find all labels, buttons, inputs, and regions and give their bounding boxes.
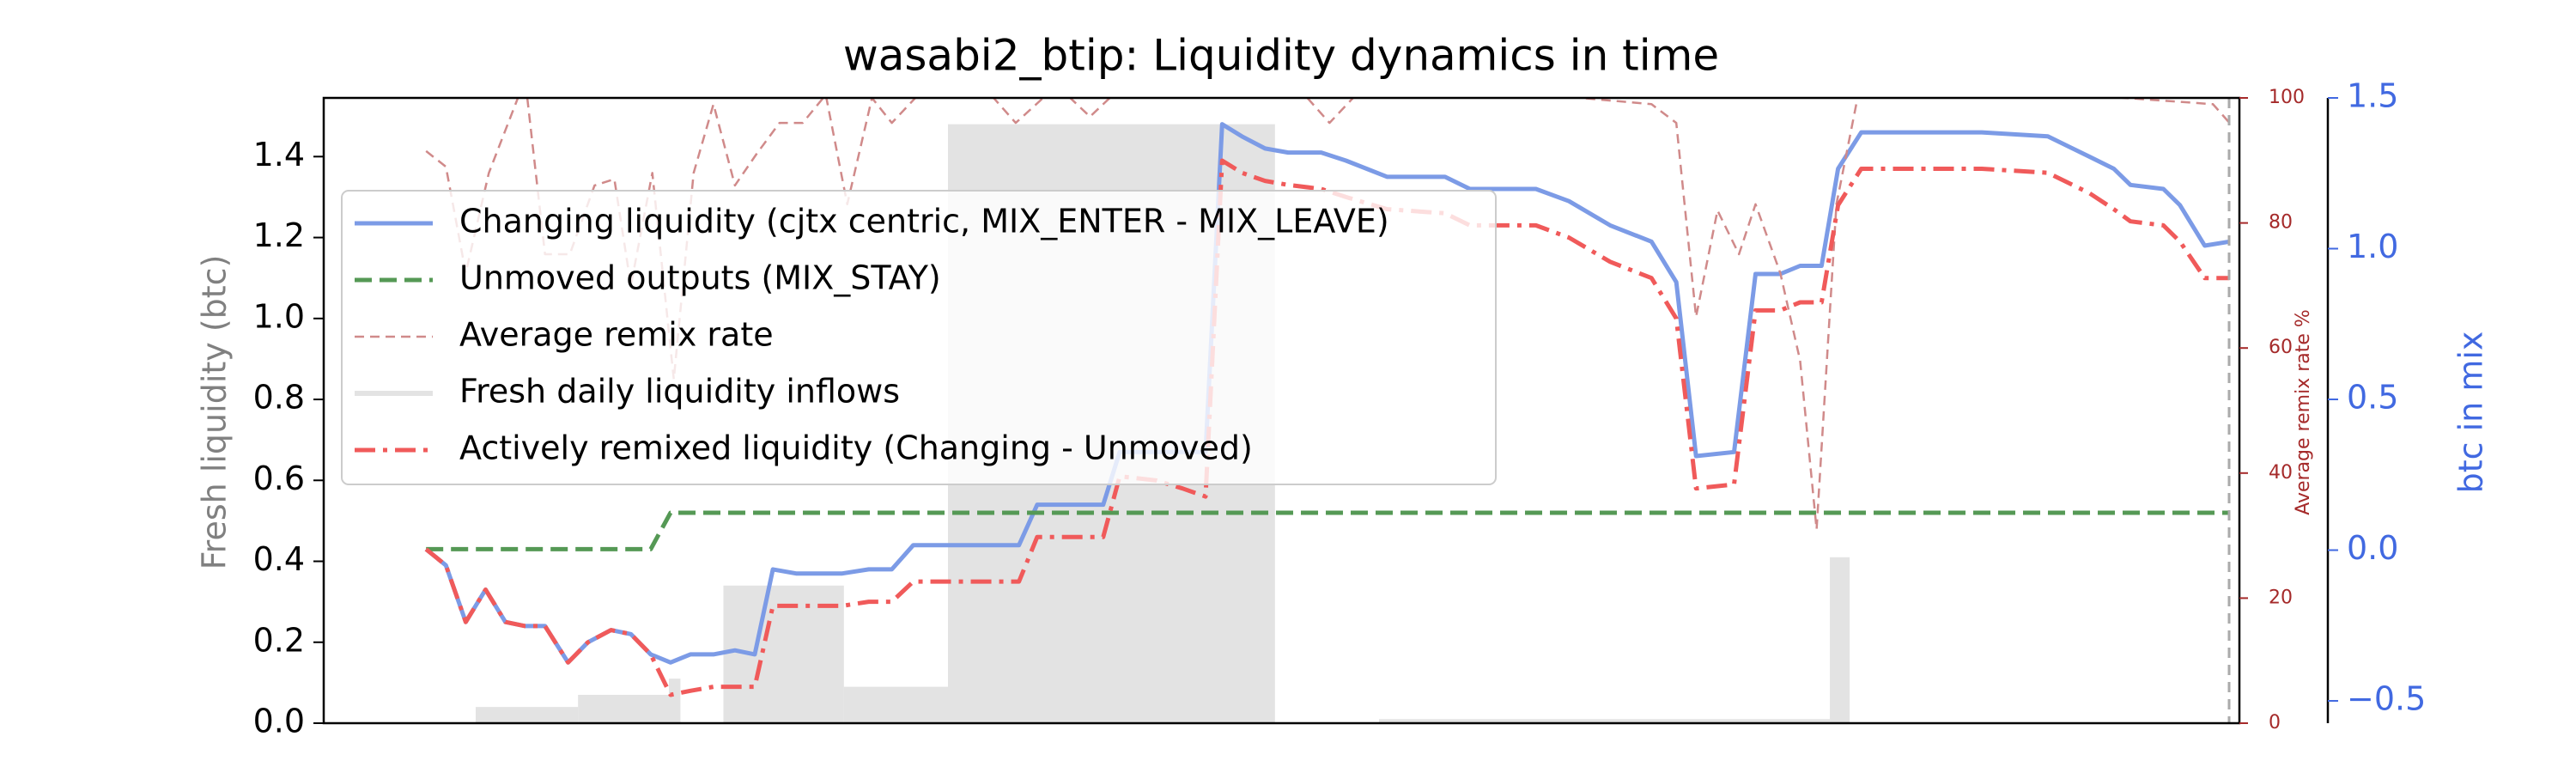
legend-label: Unmoved outputs (MIX_STAY) (459, 259, 941, 297)
bar (475, 707, 579, 723)
y2-tick-label: 1.5 (2347, 77, 2398, 115)
bar (1830, 557, 1850, 723)
y2-axis-label: btc in mix (2452, 332, 2490, 494)
y-tick-label: 1.2 (253, 216, 305, 254)
bar (1378, 719, 1831, 723)
legend-box (341, 190, 1497, 485)
y2-tick-label: 1.0 (2347, 228, 2398, 265)
legend: Changing liquidity (cjtx centric, MIX_EN… (341, 190, 1497, 485)
y-tick-label: 1.4 (253, 136, 305, 173)
plot-frame (322, 96, 2241, 725)
bar (843, 686, 948, 723)
y-axis-label: Fresh liquidity (btc) (196, 255, 234, 570)
series-line (426, 510, 2230, 551)
y2-tick-label: 0.0 (2347, 529, 2398, 567)
y-tick-label: 0.0 (253, 703, 305, 740)
y2-tick-label: 0.5 (2347, 379, 2398, 417)
y3-tick-label: 60 (2269, 337, 2293, 358)
y3-tick-label: 40 (2269, 462, 2293, 484)
legend-label: Changing liquidity (cjtx centric, MIX_EN… (459, 203, 1389, 240)
bar (578, 695, 669, 723)
legend-label: Actively remixed liquidity (Changing - U… (459, 429, 1253, 467)
y-tick-label: 0.4 (253, 540, 305, 578)
legend-label: Average remix rate (459, 316, 774, 354)
series-line (425, 98, 2231, 531)
y3-tick-label: 80 (2269, 212, 2293, 234)
y3-axis-label: Average remix rate % (2293, 309, 2314, 515)
series-line (424, 158, 2230, 697)
legend-label: Fresh daily liquidity inflows (459, 373, 900, 411)
y3-tick-label: 20 (2269, 587, 2293, 608)
y3-tick-label: 0 (2269, 712, 2281, 733)
y-tick-label: 0.2 (253, 621, 305, 659)
axes-layer: 0.0 0.2 0.4 0.6 0.8 1.0 1.2 1.4 0 20 40 60 80 100 −0.5… (253, 77, 2427, 740)
chart-title: wasabi2_btip: Liquidity dynamics in time (843, 31, 1719, 81)
bar (668, 679, 681, 723)
y-tick-label: 1.0 (253, 297, 305, 335)
y-tick-label: 0.8 (253, 379, 305, 417)
y-tick-label: 0.6 (253, 460, 305, 497)
y3-tick-label: 100 (2269, 87, 2305, 108)
bar (723, 585, 844, 723)
y2-tick-label: −0.5 (2347, 680, 2426, 718)
